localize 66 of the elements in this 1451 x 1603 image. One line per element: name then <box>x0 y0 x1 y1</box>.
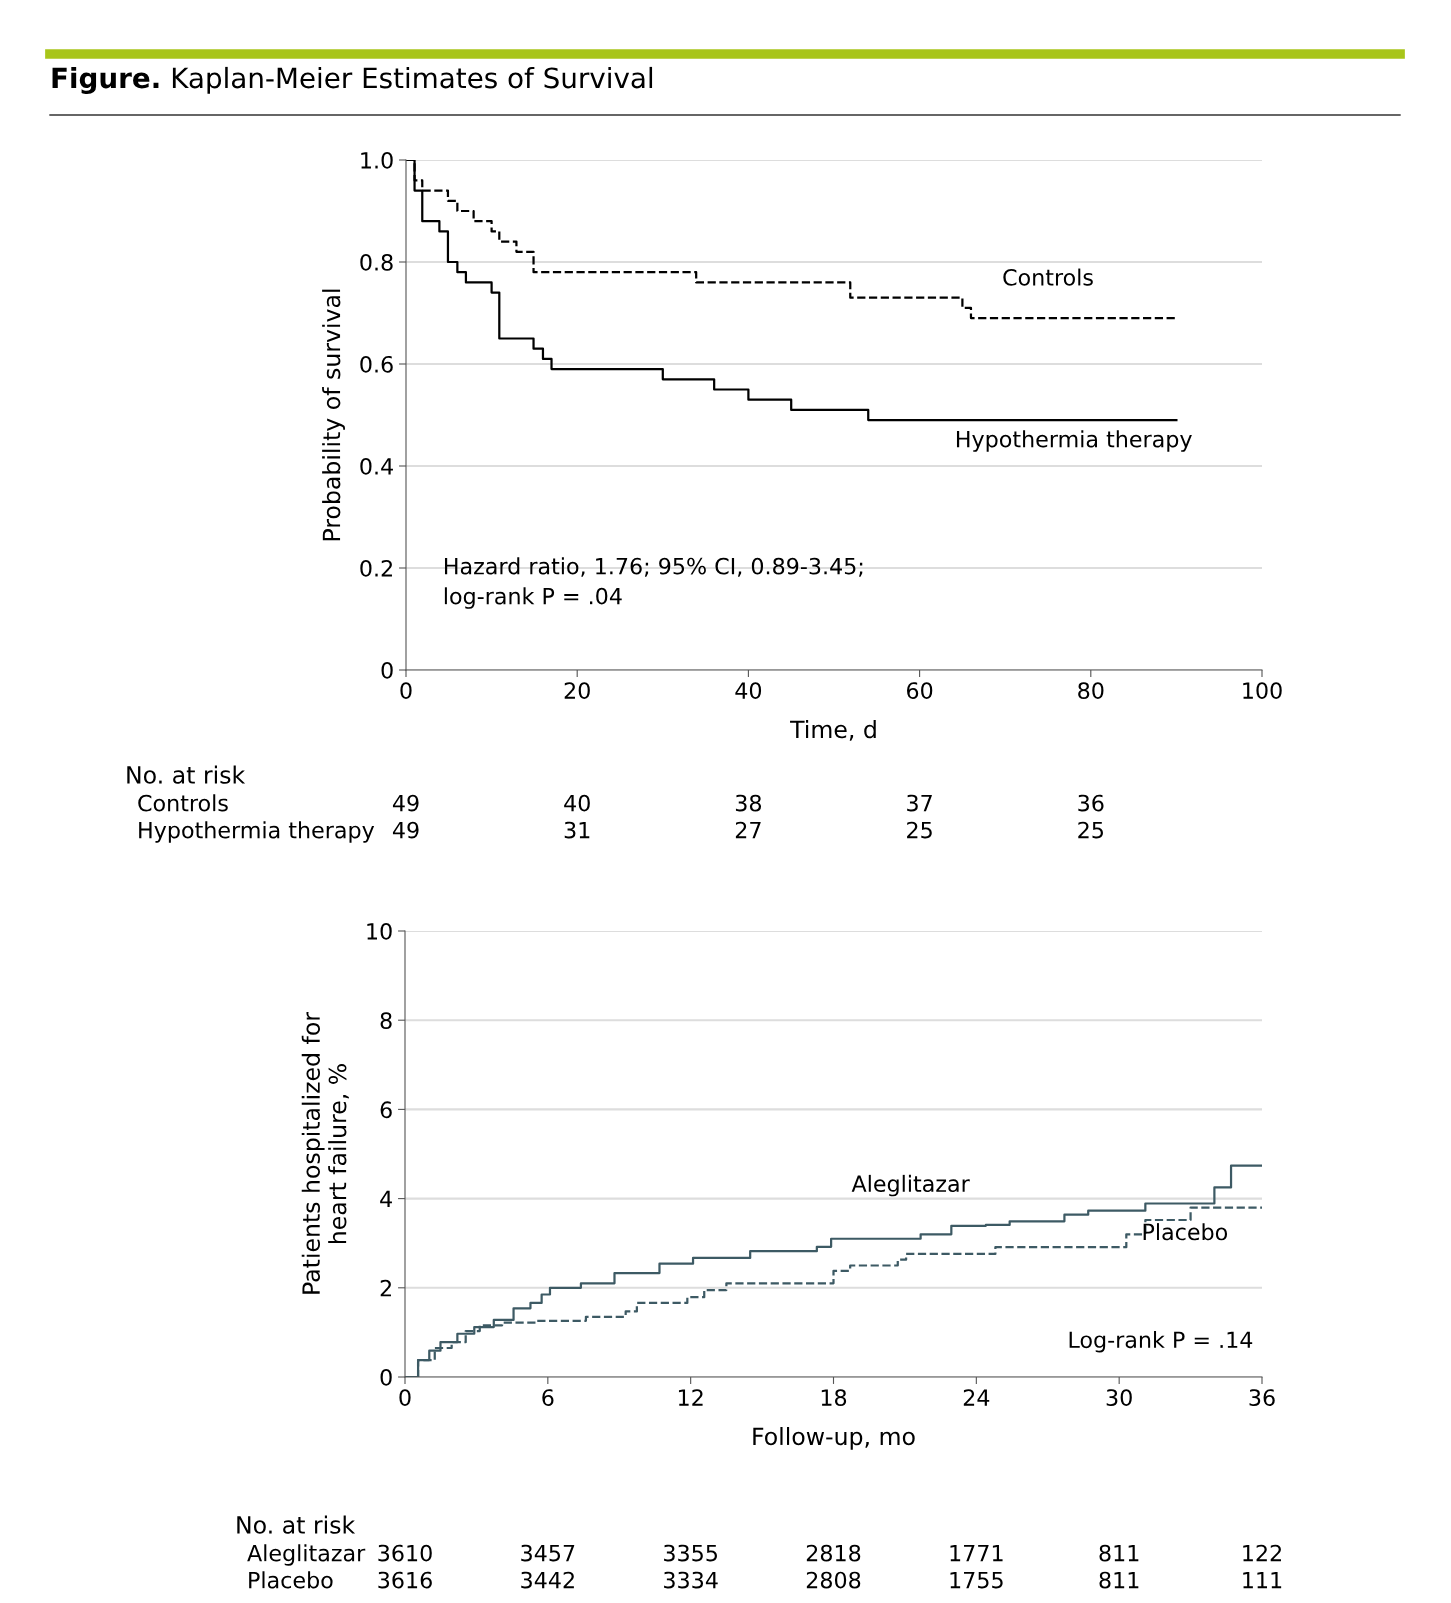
y-tick-label: 0 <box>381 661 393 679</box>
x-tick-label: 40 <box>735 682 762 700</box>
y-tick-label: 6 <box>380 1101 392 1119</box>
x-tick-label: 24 <box>963 1389 990 1406</box>
y-tick-label: 8 <box>380 1012 392 1029</box>
text: Controls <box>138 794 228 812</box>
text: 31 <box>564 821 590 839</box>
x-tick-label: 0 <box>399 1389 411 1407</box>
x-tick-label: 20 <box>564 682 590 700</box>
text: 2808 <box>806 1571 861 1589</box>
x-tick-label: 18 <box>821 1389 847 1407</box>
text: 2818 <box>806 1544 861 1562</box>
x-tick-label: 36 <box>1249 1389 1275 1407</box>
x-tick-label: 12 <box>678 1389 703 1406</box>
text: 36 <box>1078 794 1104 812</box>
text: 25 <box>1078 821 1103 839</box>
text: 49 <box>392 821 419 839</box>
text: 1755 <box>950 1571 1003 1589</box>
annotation: Log-rank P = .14 <box>1069 1330 1253 1353</box>
y-tick-label: 4 <box>380 1190 392 1208</box>
y-tick-label: 1.0 <box>361 151 393 169</box>
text: 811 <box>1099 1544 1139 1562</box>
text: 27 <box>735 821 761 839</box>
x-tick-label: 6 <box>542 1389 554 1407</box>
y-axis-title: Patients hospitalized for heart failure, % <box>301 1012 349 1294</box>
text: 1771 <box>950 1544 1003 1562</box>
y-tick-label: 0.8 <box>360 253 393 271</box>
text: 3355 <box>664 1544 717 1562</box>
x-tick-label: 80 <box>1078 682 1104 700</box>
x-axis-title: Follow-up, mo <box>753 1426 915 1450</box>
series-label: Aleglitazar <box>851 1174 970 1197</box>
text: 49 <box>392 794 419 812</box>
text: 3610 <box>378 1544 432 1562</box>
y-tick-label: 10 <box>367 922 392 940</box>
series-label: Placebo <box>1143 1223 1228 1241</box>
text: 3442 <box>521 1571 574 1589</box>
y-tick-label: 0.6 <box>360 355 393 373</box>
y-axis-title: Probability of survival <box>322 289 345 541</box>
x-tick-label: 60 <box>907 682 933 700</box>
text: No. at risk <box>127 765 246 784</box>
y-tick-label: 0.2 <box>360 559 392 577</box>
text: Placebo <box>249 1571 333 1589</box>
y-tick-label: 2 <box>380 1279 391 1297</box>
text: No. at risk <box>237 1515 356 1534</box>
text: 25 <box>907 821 932 839</box>
annotation: Hazard ratio, 1.76; 95% CI, 0.89-3.45; log-rank P = .04 <box>444 557 863 609</box>
text: 40 <box>564 794 590 812</box>
chart-title: Figure. Kaplan-Meier Estimates of Survival <box>52 66 653 94</box>
text: 37 <box>907 794 932 812</box>
x-tick-label: 30 <box>1106 1389 1132 1407</box>
text: Hypothermia therapy <box>139 821 375 843</box>
text: 811 <box>1099 1571 1139 1589</box>
text: 3616 <box>378 1571 432 1589</box>
y-tick-label: 0.4 <box>360 457 393 475</box>
text: 38 <box>735 794 762 812</box>
text: 3334 <box>664 1571 718 1589</box>
x-tick-label: 0 <box>400 682 412 700</box>
text: 111 <box>1243 1571 1282 1589</box>
text: Aleglitazar <box>247 1544 366 1566</box>
series-label: Hypothermia therapy <box>956 430 1192 452</box>
text: 3457 <box>521 1544 575 1562</box>
x-tick-label: 100 <box>1243 682 1282 700</box>
series-label: Controls <box>1003 268 1093 286</box>
text: 122 <box>1243 1544 1281 1562</box>
y-tick-label: 0 <box>380 1368 392 1386</box>
x-axis-title: Time, d <box>790 719 876 741</box>
